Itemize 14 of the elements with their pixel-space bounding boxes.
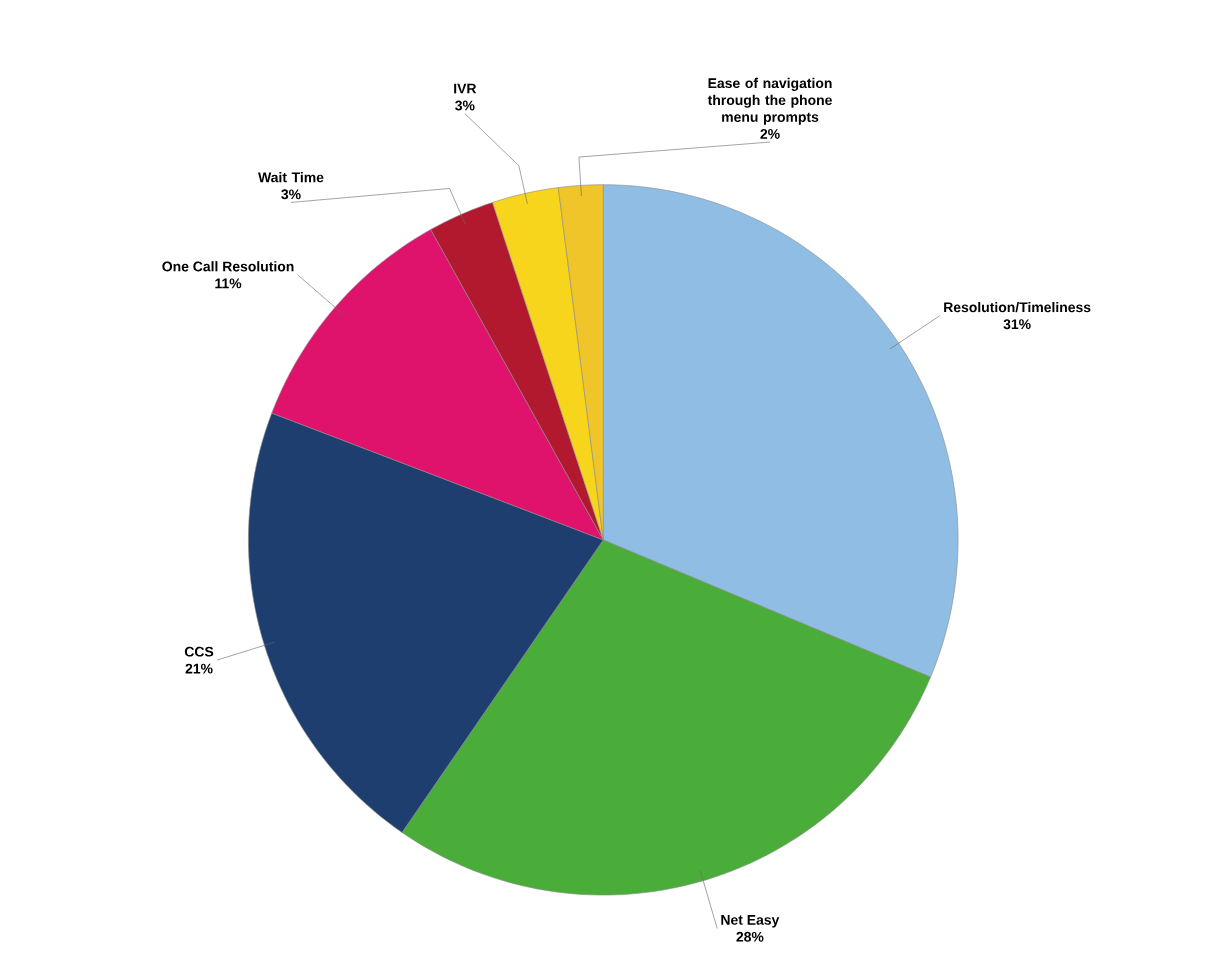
slice-label: Net Easy xyxy=(721,915,780,928)
data-label: 11% xyxy=(215,278,242,289)
slice-label: Resolution/Timeliness xyxy=(944,301,1091,313)
slice-label: One Call Resolution xyxy=(162,261,294,272)
data-label: 31% xyxy=(1003,319,1031,330)
data-label: 2% xyxy=(760,129,780,139)
data-label: 3% xyxy=(281,189,301,200)
slice-label: Ease of navigation through the phone menu prompts xyxy=(707,77,832,125)
data-label: 28% xyxy=(736,931,764,942)
slice-label: CCS xyxy=(184,646,214,657)
slice-label: IVR xyxy=(454,83,477,94)
data-label: 21% xyxy=(185,663,213,674)
slice-label: Wait Time xyxy=(258,172,324,183)
data-label: 3% xyxy=(455,100,475,111)
